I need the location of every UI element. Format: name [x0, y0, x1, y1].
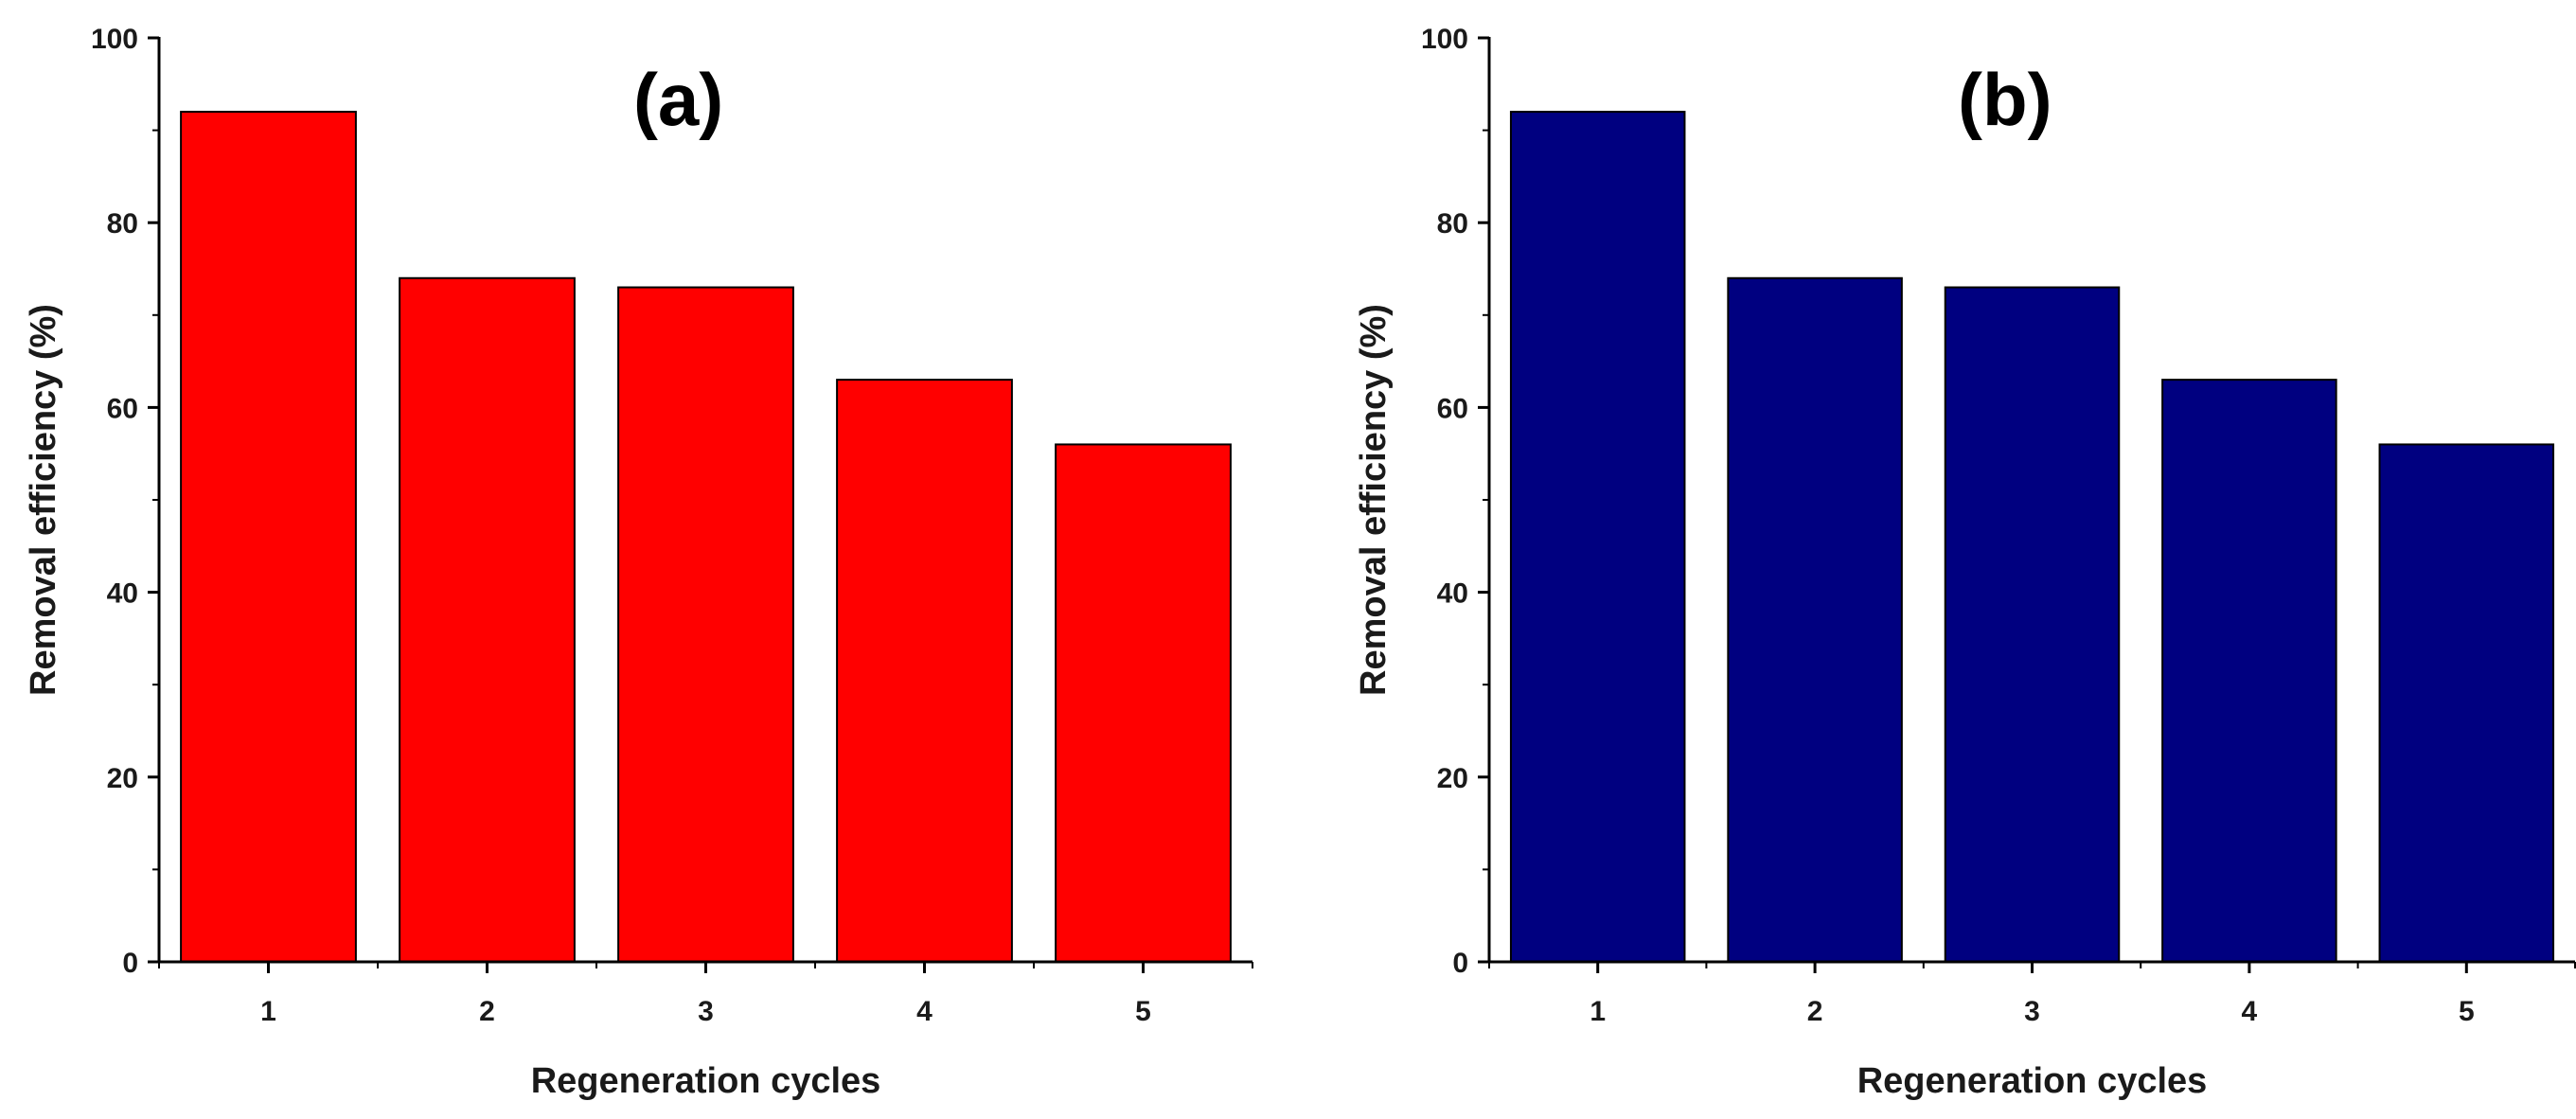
- y-axis-title: Removal efficiency (%): [1354, 304, 1394, 696]
- bar-3: [617, 286, 794, 963]
- bar-1: [1509, 111, 1686, 963]
- y-tick-label: 80: [107, 208, 138, 240]
- x-axis-title: Regeneration cycles: [1857, 1061, 2208, 1101]
- panel-label: (a): [633, 58, 723, 141]
- y-tick-label: 20: [1437, 763, 1468, 794]
- y-tick-label: 40: [1437, 578, 1468, 610]
- x-tick-label: 1: [260, 996, 276, 1027]
- chart-panel-b: 0 20 40 60 80 100 1 2 3 4 5 Regeneration cycles Remo…: [1354, 24, 2576, 1101]
- y-tick-label: 100: [91, 24, 138, 55]
- x-tick-label: 3: [698, 996, 714, 1027]
- y-axis-title: Removal efficiency (%): [24, 304, 63, 696]
- y-tick-label: 80: [1437, 208, 1468, 240]
- x-tick-label: 2: [479, 996, 495, 1027]
- x-tick-label: 5: [2459, 996, 2475, 1027]
- chart-panel-a: 0 20 40 60 80 100 1 2 3 4 5 Regeneration cycles Remo…: [24, 24, 1253, 1101]
- y-tick-label: 20: [107, 763, 138, 794]
- y-tick-label: 100: [1421, 24, 1468, 55]
- bar-4: [836, 379, 1013, 963]
- x-tick-label: 5: [1135, 996, 1151, 1027]
- x-tick-label: 2: [1807, 996, 1823, 1027]
- x-tick-label: 4: [2242, 996, 2258, 1027]
- bar-5: [2378, 443, 2555, 963]
- y-tick-label: 0: [122, 948, 138, 979]
- x-tick-label: 3: [2024, 996, 2040, 1027]
- y-tick-label: 0: [1452, 948, 1468, 979]
- panel-label: (b): [1958, 58, 2052, 141]
- x-tick-label: 4: [916, 996, 933, 1027]
- bar-1: [180, 111, 357, 963]
- bar-2: [1727, 276, 1903, 963]
- y-tick-label: 60: [107, 393, 138, 424]
- bar-5: [1055, 443, 1232, 963]
- y-tick-label: 60: [1437, 393, 1468, 424]
- x-tick-label: 1: [1590, 996, 1606, 1027]
- bar-2: [399, 276, 576, 963]
- bar-4: [2161, 379, 2337, 963]
- x-axis-title: Regeneration cycles: [531, 1061, 881, 1101]
- y-tick-label: 40: [107, 578, 138, 610]
- bar-3: [1944, 286, 2121, 963]
